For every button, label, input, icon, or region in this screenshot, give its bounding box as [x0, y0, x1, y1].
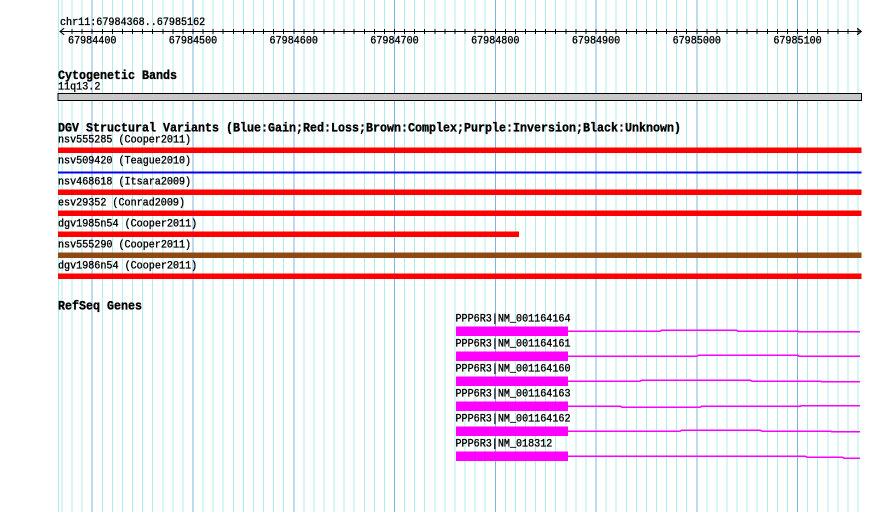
svg-text:DGV Structural Variants (Blue:: DGV Structural Variants (Blue:Gain;Red:L… [58, 121, 681, 136]
svg-text:67984700: 67984700 [370, 36, 418, 48]
svg-text:11q13.2: 11q13.2 [58, 82, 100, 94]
svg-text:dgv1985n54 (Cooper2011): dgv1985n54 (Cooper2011) [58, 218, 197, 230]
svg-text:esv29352 (Conrad2009): esv29352 (Conrad2009) [58, 197, 185, 209]
svg-text:nsv555290 (Cooper2011): nsv555290 (Cooper2011) [58, 239, 191, 251]
svg-text:67984800: 67984800 [471, 36, 519, 48]
svg-text:67985100: 67985100 [773, 36, 821, 48]
svg-text:PPP6R3|NM_001164161: PPP6R3|NM_001164161 [456, 339, 571, 351]
svg-text:67984900: 67984900 [572, 36, 620, 48]
svg-text:67984600: 67984600 [270, 36, 318, 48]
svg-text:chr11:67984368..67985162: chr11:67984368..67985162 [60, 17, 205, 29]
svg-text:67985000: 67985000 [673, 36, 721, 48]
svg-text:PPP6R3|NM_001164162: PPP6R3|NM_001164162 [456, 414, 571, 426]
svg-text:PPP6R3|NM_001164163: PPP6R3|NM_001164163 [456, 389, 571, 401]
svg-text:Cytogenetic Bands: Cytogenetic Bands [58, 68, 177, 83]
svg-text:PPP6R3|NM_018312: PPP6R3|NM_018312 [456, 439, 553, 451]
svg-text:nsv555285 (Cooper2011): nsv555285 (Cooper2011) [58, 134, 191, 146]
svg-text:nsv509420 (Teague2010): nsv509420 (Teague2010) [58, 155, 191, 167]
svg-text:PPP6R3|NM_001164160: PPP6R3|NM_001164160 [456, 364, 571, 376]
svg-text:67984500: 67984500 [169, 36, 217, 48]
svg-text:dgv1986n54 (Cooper2011): dgv1986n54 (Cooper2011) [58, 260, 197, 272]
svg-text:PPP6R3|NM_001164164: PPP6R3|NM_001164164 [456, 314, 571, 326]
svg-text:67984400: 67984400 [68, 36, 116, 48]
svg-text:RefSeq Genes: RefSeq Genes [58, 299, 142, 314]
svg-text:nsv468618 (Itsara2009): nsv468618 (Itsara2009) [58, 176, 191, 188]
